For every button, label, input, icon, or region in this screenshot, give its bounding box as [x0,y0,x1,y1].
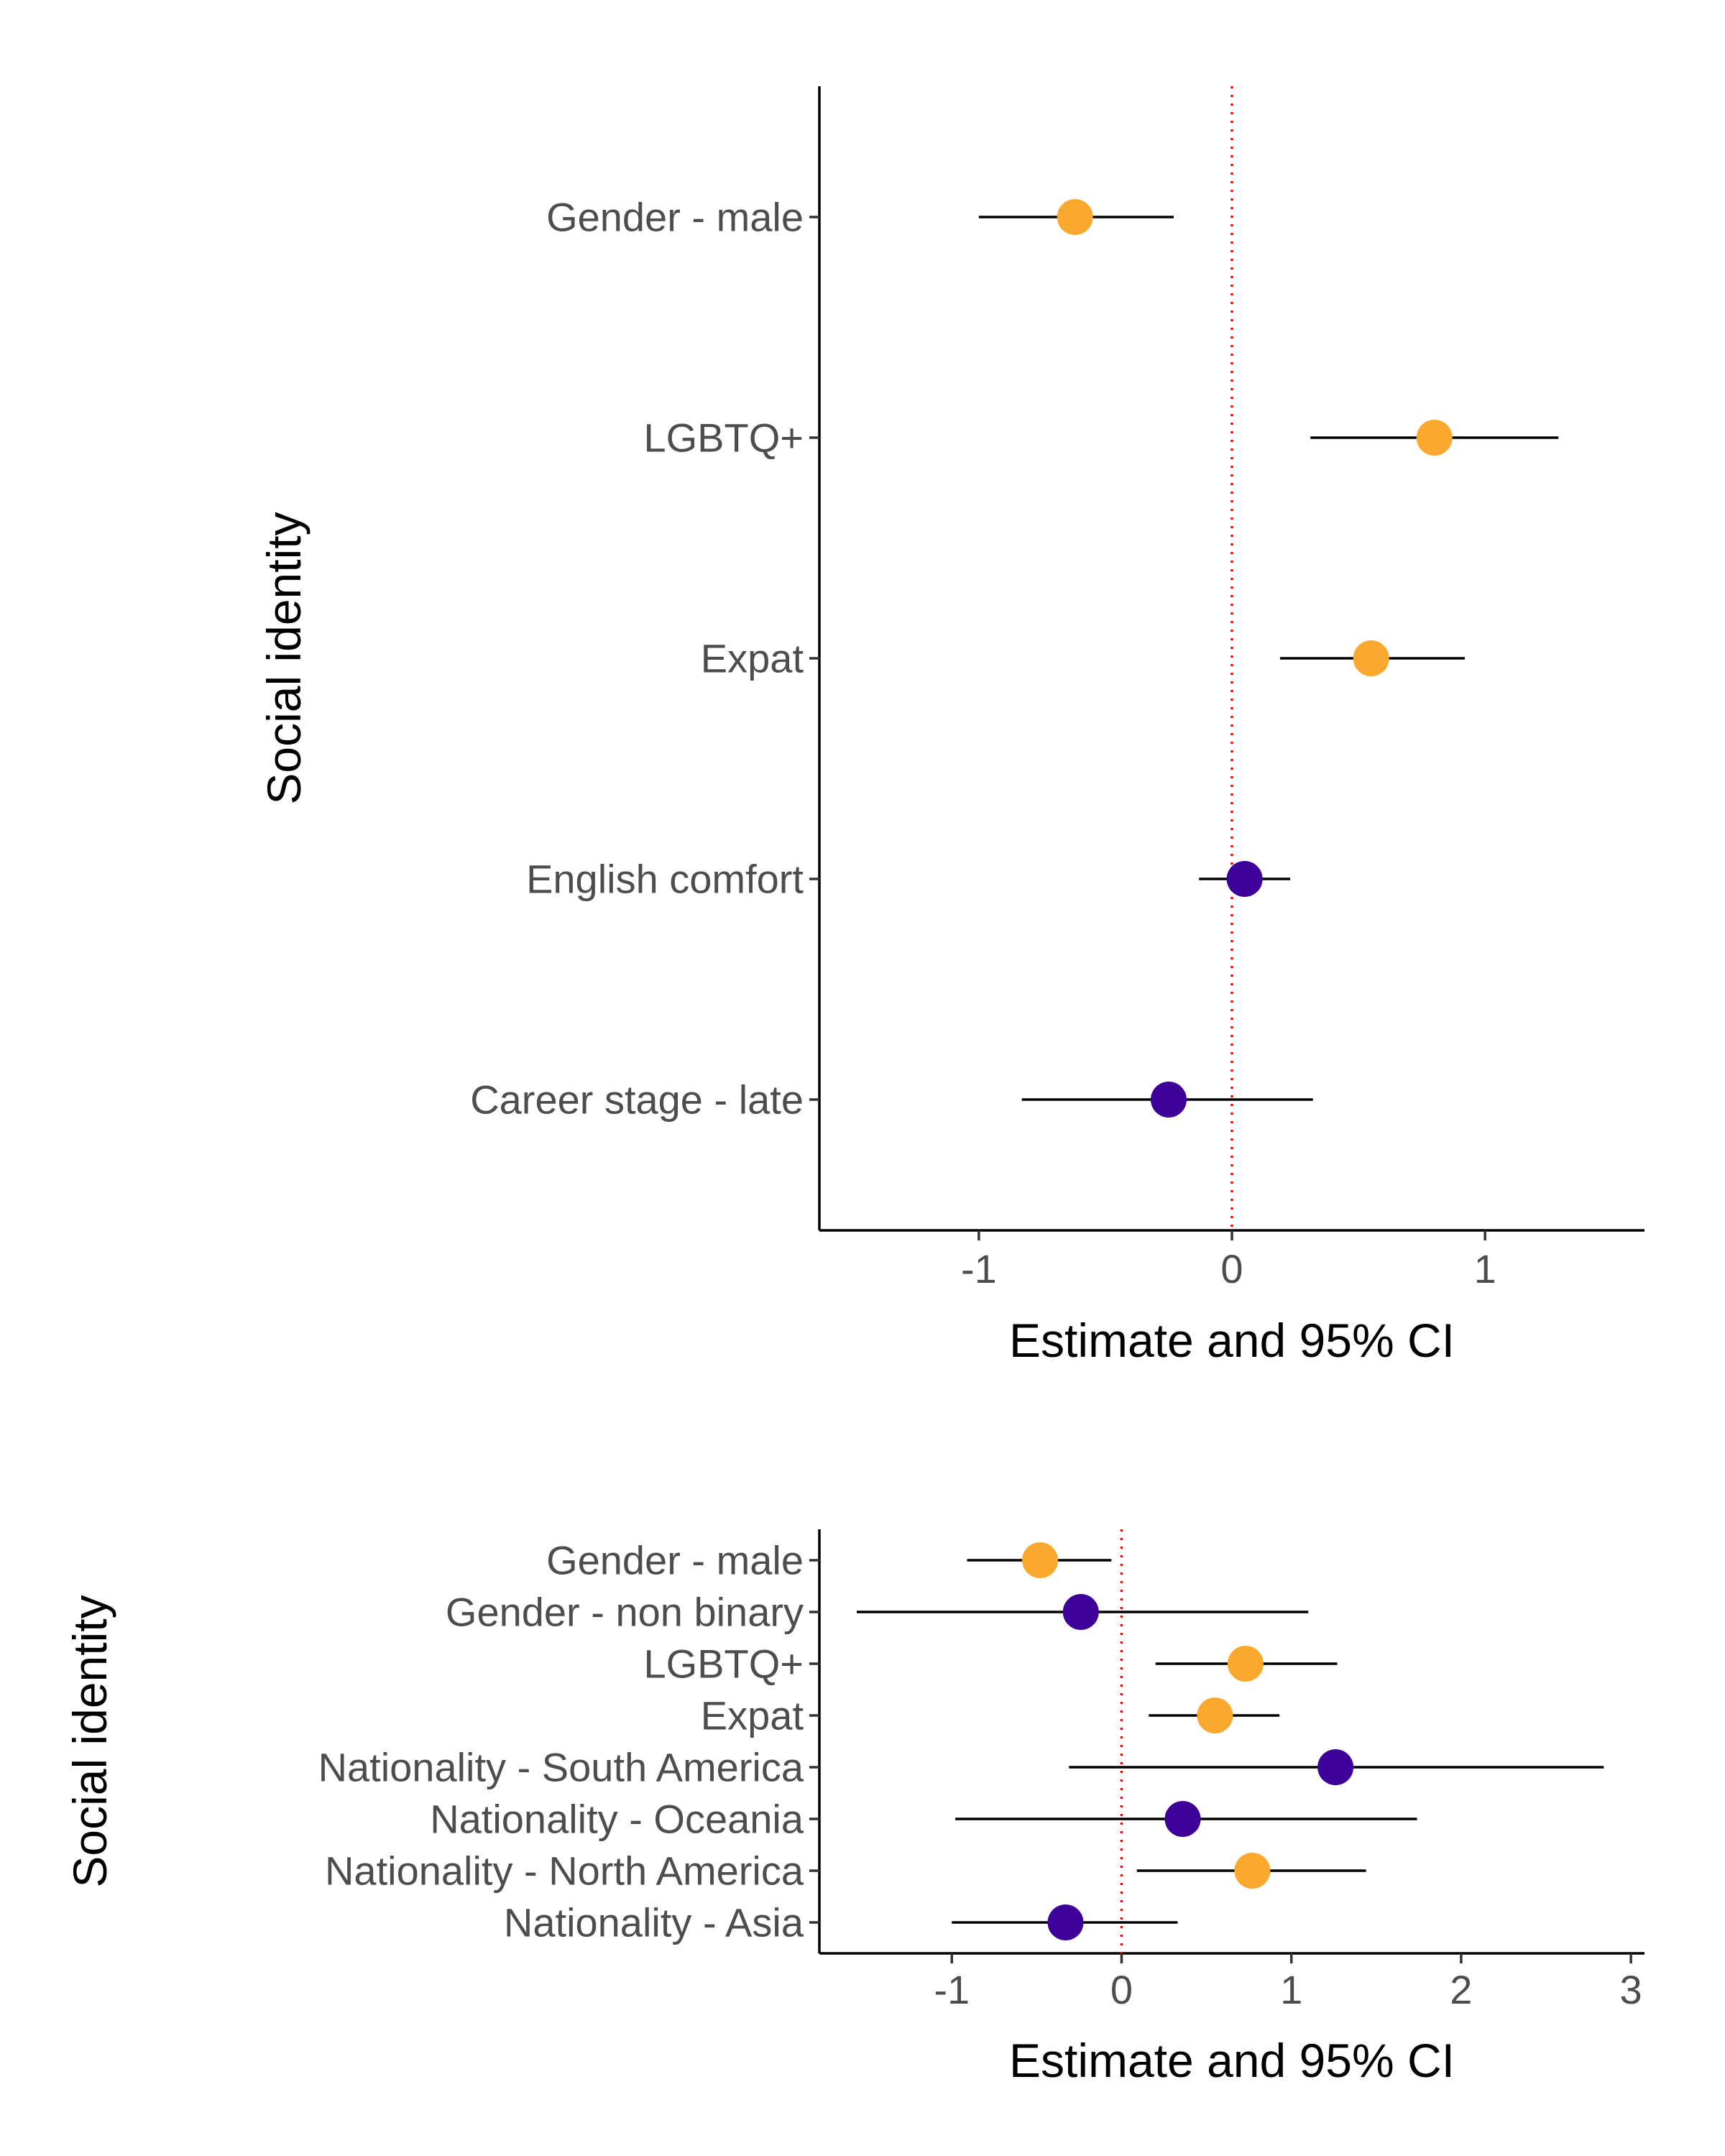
estimate-point [1197,1697,1233,1733]
y-axis-title: Social identity [63,1595,116,1887]
x-tick-label: -1 [934,1967,970,2012]
estimate-point [1057,199,1093,235]
estimate-point [1234,1853,1271,1889]
estimate-point [1416,420,1453,456]
x-tick-label: 0 [1110,1967,1133,2012]
x-tick-label: -1 [961,1246,997,1291]
y-tick-label: Expat [701,636,804,681]
estimate-point [1022,1542,1059,1578]
x-tick-label: 1 [1280,1967,1302,2012]
y-axis-title: Social identity [257,512,310,804]
estimate-point [1227,1646,1264,1682]
y-tick-label: Nationality - South America [318,1745,804,1790]
estimate-point [1047,1904,1084,1940]
y-tick-label: Gender - male [546,195,804,240]
bottom-forest-panel: -1 0 1 2 3 Gender - male Gender - non binary LG… [63,1529,1644,2087]
top-forest-panel: -1 0 1 Gender - male LGBTQ+ Expat English comf… [257,86,1644,1367]
x-axis-title: Estimate and 95% CI [1009,2034,1455,2087]
estimate-point [1317,1749,1354,1785]
y-tick-label: LGBTQ+ [643,1641,804,1687]
x-tick-label: 1 [1474,1246,1496,1291]
y-tick-label: Expat [701,1693,804,1738]
x-axis-title: Estimate and 95% CI [1009,1314,1455,1367]
y-tick-label: Nationality - Oceania [430,1797,804,1842]
y-tick-label: LGBTQ+ [643,415,804,461]
x-tick-label: 2 [1450,1967,1472,2012]
y-tick-label: Career stage - late [470,1077,804,1123]
y-tick-label: Nationality - Asia [504,1900,804,1945]
estimate-point [1353,640,1389,676]
estimate-point [1150,1082,1187,1118]
y-tick-label: Gender - non binary [446,1590,804,1635]
estimate-point [1226,861,1263,897]
y-tick-label: Gender - male [546,1538,804,1583]
estimate-point [1164,1801,1201,1837]
estimate-point [1062,1594,1099,1630]
x-tick-label: 3 [1620,1967,1642,2012]
y-tick-label: Nationality - North America [325,1848,804,1894]
y-tick-label: English comfort [526,857,804,902]
x-tick-label: 0 [1220,1246,1243,1291]
